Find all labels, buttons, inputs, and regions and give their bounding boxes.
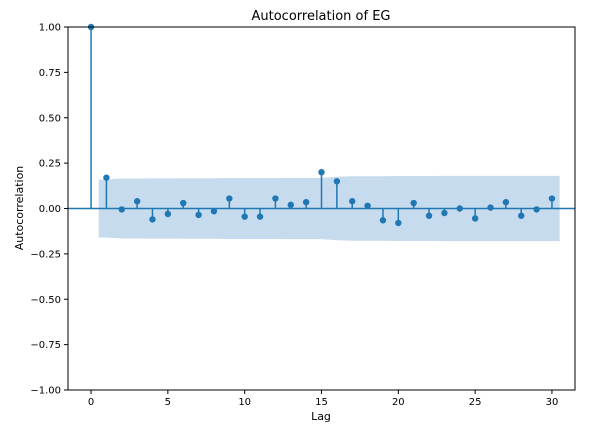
y-tick-label: 0.50 <box>39 113 61 124</box>
stem-marker <box>518 212 525 219</box>
x-tick-label: 0 <box>88 397 94 408</box>
stem-marker <box>379 217 387 224</box>
y-tick-label: 0.25 <box>39 159 61 170</box>
stem-marker <box>272 195 279 202</box>
stem-marker <box>164 210 172 218</box>
stem-marker <box>103 174 110 181</box>
y-tick-label: 1.00 <box>39 23 61 34</box>
y-tick-label: −0.75 <box>30 340 61 351</box>
x-tick-label: 25 <box>469 397 482 408</box>
stem-marker <box>195 211 202 219</box>
stem-marker <box>318 169 325 176</box>
stem-marker <box>395 219 402 227</box>
stem-marker <box>226 195 233 202</box>
stem-marker <box>133 198 141 205</box>
y-tick-label: −0.25 <box>30 249 61 260</box>
stem-marker <box>149 216 156 223</box>
x-tick-label: 20 <box>392 397 405 408</box>
stem-marker <box>471 215 479 222</box>
chart-title: Autocorrelation of EG <box>251 9 390 24</box>
y-tick-label: 0.75 <box>39 68 61 79</box>
stem-marker <box>241 213 248 220</box>
stem-marker <box>502 198 510 206</box>
stem-marker <box>425 212 433 219</box>
stem-marker <box>487 204 494 211</box>
stem-marker <box>333 178 341 185</box>
stem-marker <box>287 201 294 209</box>
stem-marker <box>180 199 187 207</box>
stem-marker <box>256 213 264 220</box>
y-axis-label: Autocorrelation <box>13 166 26 251</box>
stem-marker <box>302 198 310 206</box>
y-tick-label: 0.00 <box>39 204 61 215</box>
x-tick-label: 5 <box>165 397 171 408</box>
stem-marker <box>349 198 356 205</box>
y-tick-label: −0.50 <box>30 295 61 306</box>
y-tick-label: −1.00 <box>30 386 61 397</box>
stem-marker <box>441 209 448 217</box>
stem-marker <box>548 195 556 202</box>
x-tick-label: 15 <box>315 397 328 408</box>
stem-marker <box>118 206 125 213</box>
stem-marker <box>533 206 540 213</box>
x-axis-label: Lag <box>311 410 331 423</box>
x-tick-label: 10 <box>238 397 251 408</box>
stem-marker <box>364 202 371 209</box>
stem-marker <box>210 208 218 215</box>
stem-marker <box>410 199 417 207</box>
x-tick-label: 30 <box>546 397 559 408</box>
stem-marker <box>456 205 463 212</box>
